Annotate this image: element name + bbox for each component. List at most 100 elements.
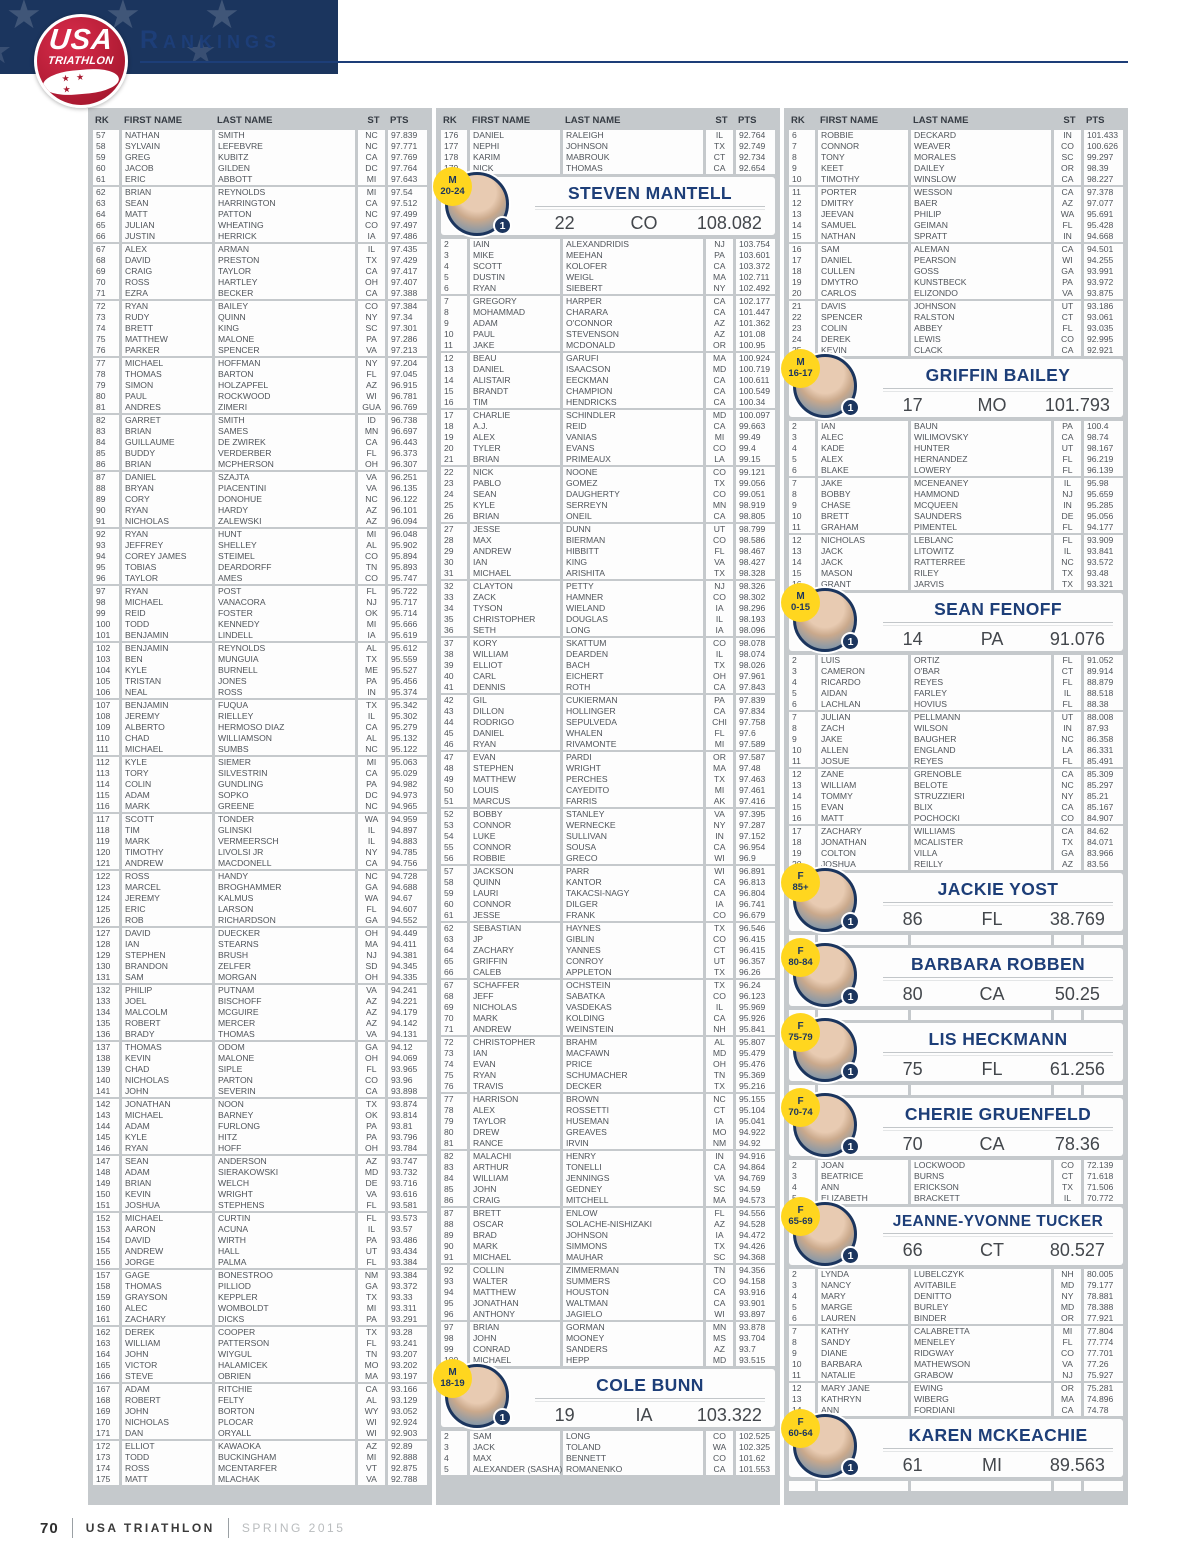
points-cell: 96.804 <box>736 888 775 900</box>
empty-cell <box>1054 1085 1081 1095</box>
last-name-cell: JENNINGS <box>563 1173 703 1185</box>
points-cell: 100.611 <box>736 375 775 387</box>
rank-cell: 53 <box>441 820 467 832</box>
last-name-cell: SANDERS <box>563 1344 703 1356</box>
last-name-cell: WHEATING <box>215 220 355 232</box>
state-cell: OH <box>358 1143 385 1154</box>
state-cell: AZ <box>1054 198 1081 210</box>
state-cell: MA <box>1054 1394 1081 1406</box>
state-cell: FL <box>1054 756 1081 767</box>
first-name-cell: KYLE <box>122 665 212 677</box>
first-name-cell: ELIZABETH <box>818 1193 908 1204</box>
state-cell: IL <box>358 825 385 837</box>
first-name-cell: CONNOR <box>470 899 560 911</box>
state-cell: MA <box>358 1371 385 1382</box>
ranking-row: 80 PAUL ROCKWOOD WI 96.781 <box>93 391 427 403</box>
rank-cell: 10 <box>789 174 815 185</box>
first-name-cell: JOHN <box>122 1406 212 1418</box>
last-name-cell: BELOTE <box>911 780 1051 792</box>
points-cell: 97.34 <box>388 312 427 324</box>
champion-stats: 80 CA 50.25 <box>873 984 1123 1005</box>
rank-cell: 86 <box>93 459 119 470</box>
column-header-last-name: LAST NAME <box>217 115 273 126</box>
points-cell: 93.372 <box>388 1281 427 1293</box>
first-name-cell: BRETT <box>470 1208 560 1220</box>
ranking-row: 159 GRAYSON KEPPLER TX 93.33 <box>93 1292 427 1304</box>
last-name-cell: TAYLOR <box>215 266 355 278</box>
state-cell: VA <box>706 1173 733 1185</box>
ranking-row: 12 NICHOLAS LEBLANC FL 93.909 <box>789 535 1123 547</box>
first-name-cell: DMITRY <box>818 198 908 210</box>
last-name-cell: FUQUA <box>215 700 355 712</box>
last-name-cell: ROMANENKO <box>563 1464 703 1475</box>
points-cell: 100.719 <box>736 364 775 376</box>
points-cell: 93.321 <box>1084 579 1123 590</box>
first-name-cell: PHILIP <box>122 985 212 997</box>
ranking-row: 23 COLIN ABBEY FL 93.035 <box>789 323 1123 335</box>
empty-cell <box>1054 1010 1081 1020</box>
last-name-cell: MORALES <box>911 152 1051 164</box>
points-cell: 95.714 <box>388 608 427 620</box>
state-cell: TN <box>358 562 385 574</box>
last-name-cell: RIVAMONTE <box>563 739 703 750</box>
rank-cell: 88 <box>441 1219 467 1231</box>
points-cell: 93.28 <box>388 1327 427 1339</box>
last-name-cell: LITOWITZ <box>911 546 1051 558</box>
ranking-row: 9 CHASE MCQUEEN IN 95.285 <box>789 500 1123 512</box>
state-cell: TX <box>706 1081 733 1092</box>
rank-cell: 99 <box>93 608 119 620</box>
last-name-cell: GARUFI <box>563 353 703 365</box>
points-cell: 88.518 <box>1084 688 1123 700</box>
rank-cell: 94 <box>441 1287 467 1299</box>
ranking-row: 12 ZANE GRENOBLE CA 85.309 <box>789 769 1123 781</box>
rank-cell: 33 <box>441 592 467 604</box>
first-name-cell: GREG <box>122 152 212 164</box>
rank-cell: 89 <box>93 494 119 506</box>
ranking-row: 158 THOMAS PILLIOD GA 93.372 <box>93 1281 427 1293</box>
points-cell: 97.758 <box>736 717 775 729</box>
points-cell: 98.096 <box>736 625 775 636</box>
state-cell: MI <box>358 187 385 199</box>
age-group-gender: M <box>448 1367 457 1379</box>
first-name-cell: CONNOR <box>818 141 908 153</box>
last-name-cell: CUKIERMAN <box>563 695 703 707</box>
champion-card-lis-heckmann: F 75-79 1 LIS HECKMANN 75 FL 61.256 <box>781 1013 1123 1082</box>
first-name-cell: CONNOR <box>470 820 560 832</box>
state-cell: TX <box>1054 1182 1081 1194</box>
ranking-row: 2 LUIS ORTIZ FL 91.052 <box>789 655 1123 667</box>
first-name-cell: GRAYSON <box>122 1292 212 1304</box>
rank-cell: 13 <box>789 209 815 221</box>
ranking-row: 59 GREG KUBITZ CA 97.769 <box>93 152 427 164</box>
empty-cell <box>911 1010 1051 1020</box>
last-name-cell: STEVENSON <box>563 329 703 341</box>
last-name-cell: RATTERREE <box>911 557 1051 569</box>
first-name-cell: JOSHUA <box>122 1200 212 1211</box>
points-cell: 95.302 <box>388 711 427 723</box>
first-name-cell: ROSS <box>122 871 212 883</box>
rank-cell: 22 <box>789 312 815 324</box>
first-name-cell: JP <box>470 934 560 946</box>
first-name-cell: CRAIG <box>122 266 212 278</box>
first-name-cell: TYSON <box>470 603 560 615</box>
ranking-row: 155 ANDREW HALL UT 93.434 <box>93 1246 427 1258</box>
ranking-row: 79 TAYLOR HUSEMAN IA 95.041 <box>441 1116 775 1128</box>
state-cell: CA <box>706 261 733 273</box>
last-name-cell: YANNES <box>563 945 703 957</box>
first-name-cell: NICK <box>470 163 560 174</box>
champion-card-body: COLE BUNN 19 IA 103.322 <box>525 1369 775 1426</box>
state-cell: TX <box>358 1099 385 1111</box>
rank-cell: 12 <box>789 198 815 210</box>
points-cell: 94.221 <box>388 996 427 1008</box>
ranking-row: 170 NICHOLAS PLOCAR WI 92.924 <box>93 1417 427 1429</box>
rank-cell: 55 <box>441 842 467 854</box>
ranking-row: 64 MATT PATTON NC 97.499 <box>93 209 427 221</box>
last-name-cell: SIPLE <box>215 1064 355 1076</box>
first-name-cell: NEPHI <box>470 141 560 153</box>
last-name-cell: OBRIEN <box>215 1371 355 1382</box>
state-cell: FL <box>1054 220 1081 232</box>
rank-cell: 168 <box>93 1395 119 1407</box>
last-name-cell: HERRICK <box>215 231 355 242</box>
state-cell: CA <box>358 288 385 299</box>
champion-points: 38.769 <box>1049 909 1105 929</box>
first-name-cell: SIMON <box>122 380 212 392</box>
